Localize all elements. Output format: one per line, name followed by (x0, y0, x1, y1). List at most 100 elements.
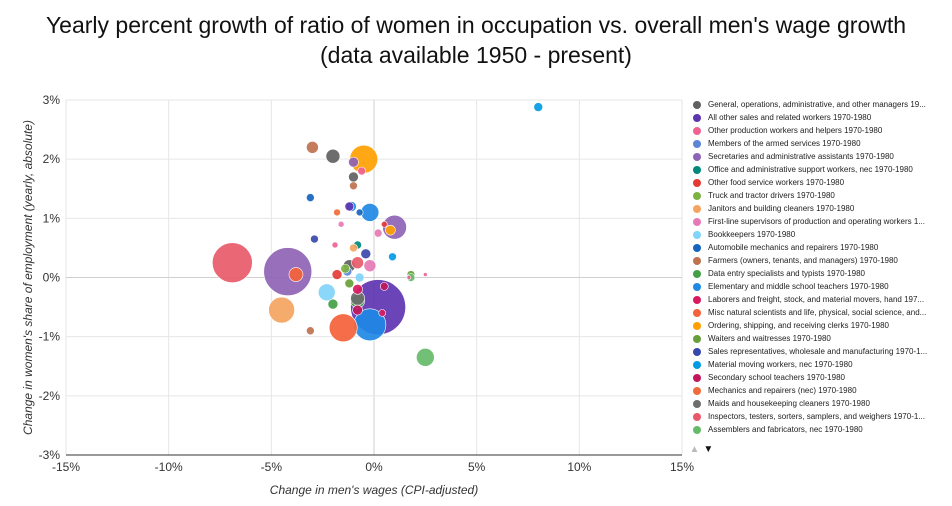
bubble-point[interactable] (306, 141, 319, 154)
legend-item[interactable]: Secondary school teachers 1970-1980 (693, 371, 933, 384)
legend-item[interactable]: Mechanics and repairers (nec) 1970-1980 (693, 384, 933, 397)
bubble-point[interactable] (325, 148, 341, 164)
legend-swatch (693, 399, 701, 408)
legend-label: Assemblers and fabricators, nec 1970-198… (708, 425, 863, 434)
legend-item[interactable]: All other sales and related workers 1970… (693, 111, 933, 124)
bubble-point[interactable] (331, 269, 343, 280)
legend-item[interactable]: Elementary and middle school teachers 19… (693, 280, 933, 293)
bubble-point[interactable] (333, 208, 341, 217)
legend-item[interactable]: Truck and tractor drivers 1970-1980 (693, 189, 933, 202)
bubble-point[interactable] (348, 171, 359, 183)
bubble-point[interactable] (352, 284, 363, 295)
bubble-point[interactable] (378, 309, 387, 317)
legend-item[interactable]: Office and administrative support worker… (693, 163, 933, 176)
bubble-point[interactable] (306, 193, 315, 202)
legend-item[interactable]: Ordering, shipping, and receiving clerks… (693, 319, 933, 332)
bubble-point[interactable] (351, 256, 364, 270)
legend-item[interactable]: Laborers and freight, stock, and materia… (693, 293, 933, 306)
bubble-point[interactable] (373, 228, 383, 238)
legend-item[interactable]: Inspectors, testers, sorters, samplers, … (693, 410, 933, 423)
bubble-point[interactable] (388, 252, 397, 262)
bubble-point[interactable] (379, 282, 389, 291)
legend-swatch (693, 295, 701, 304)
legend-label: Laborers and freight, stock, and materia… (708, 295, 925, 304)
bubble-point[interactable] (349, 181, 358, 191)
legend-label: Bookkeepers 1970-1980 (708, 230, 796, 239)
legend-item[interactable]: Bookkeepers 1970-1980 (693, 228, 933, 241)
bubble-point[interactable] (416, 348, 435, 367)
y-tick-label: 1% (43, 211, 61, 225)
bubble-point[interactable] (423, 272, 428, 277)
legend-item[interactable]: Secretaries and administrative assistant… (693, 150, 933, 163)
bubble-point[interactable] (349, 243, 358, 253)
bubble-point[interactable] (263, 247, 313, 296)
bubble-point[interactable] (352, 304, 363, 316)
bubble-point[interactable] (268, 296, 295, 324)
bubble-point[interactable] (328, 313, 358, 343)
legend-item[interactable]: Janitors and building cleaners 1970-1980 (693, 202, 933, 215)
y-tick-label: -2% (39, 389, 61, 403)
legend-item[interactable]: Data entry specialists and typists 1970-… (693, 267, 933, 280)
bubble-point[interactable] (331, 241, 339, 249)
bubble-point[interactable] (317, 283, 336, 302)
x-tick-label: 10% (567, 460, 591, 474)
legend-item[interactable]: First-line supervisors of production and… (693, 215, 933, 228)
legend-label: Members of the armed services 1970-1980 (708, 139, 861, 148)
bubble-point[interactable] (344, 278, 355, 289)
bubble-point[interactable] (348, 156, 359, 168)
bubble-point[interactable] (406, 275, 412, 280)
legend-item[interactable]: Material moving workers, nec 1970-1980 (693, 358, 933, 371)
legend-item[interactable]: Misc natural scientists and life, physic… (693, 306, 933, 319)
bubble-point[interactable] (327, 298, 339, 310)
bubble-point[interactable] (354, 272, 365, 283)
bubble-point[interactable] (310, 234, 319, 244)
legend-item[interactable]: Members of the armed services 1970-1980 (693, 137, 933, 150)
legend-swatch (693, 373, 701, 382)
bubble-point[interactable] (363, 259, 377, 272)
legend-item[interactable]: Other food service workers 1970-1980 (693, 176, 933, 189)
legend-label: Truck and tractor drivers 1970-1980 (708, 191, 835, 200)
bubble-point[interactable] (380, 220, 388, 228)
bubble-point[interactable] (344, 201, 355, 212)
bubble-point[interactable] (357, 166, 366, 176)
chart-title-line2: (data available 1950 - present) (320, 42, 632, 68)
bubble-point[interactable] (212, 242, 253, 284)
bubble-point[interactable] (340, 263, 351, 274)
bubble-point[interactable] (533, 102, 544, 112)
legend-item[interactable]: Other production workers and helpers 197… (693, 124, 933, 137)
chart-title: Yearly percent growth of ratio of women … (0, 10, 952, 70)
bubble-point[interactable] (360, 248, 372, 260)
x-tick-label: -5% (261, 460, 283, 474)
legend-label: Janitors and building cleaners 1970-1980 (708, 204, 855, 213)
legend-item[interactable]: Maids and housekeeping cleaners 1970-198… (693, 397, 933, 410)
bubble-point[interactable] (360, 203, 380, 222)
legend-swatch (693, 360, 701, 369)
bubble-point[interactable] (306, 326, 315, 336)
legend-item[interactable]: General, operations, administrative, and… (693, 98, 933, 111)
tick-labels: -15% -10% -5% 0% 5% 10% 15% 3% 2% 1% 0% -1% -2% -3% (39, 93, 695, 474)
legend-item[interactable]: Sales representatives, wholesale and man… (693, 345, 933, 358)
x-axis-title: Change in men's wages (CPI-adjusted) (270, 483, 478, 497)
legend-swatch (693, 139, 701, 148)
legend-item[interactable]: Waiters and waitresses 1970-1980 (693, 332, 933, 345)
y-tick-label: -3% (39, 448, 61, 462)
legend-label: Maids and housekeeping cleaners 1970-198… (708, 399, 870, 408)
legend-item[interactable]: Assemblers and fabricators, nec 1970-198… (693, 423, 933, 436)
x-tick-label: 5% (468, 460, 486, 474)
triangle-up-icon[interactable]: ▲ (689, 444, 700, 455)
x-tick-label: 0% (365, 460, 383, 474)
y-tick-label: 0% (43, 271, 61, 285)
bubble-point[interactable] (337, 220, 345, 228)
bubble-point[interactable] (355, 208, 364, 217)
bubble-point[interactable] (385, 224, 396, 236)
bubble-point[interactable] (288, 267, 304, 282)
legend-label: Waiters and waitresses 1970-1980 (708, 334, 831, 343)
legend-label: Automobile mechanics and repairers 1970-… (708, 243, 879, 252)
triangle-down-icon[interactable]: ▼ (703, 444, 714, 455)
legend: General, operations, administrative, and… (693, 98, 933, 436)
y-tick-label: -1% (39, 330, 61, 344)
legend-item[interactable]: Automobile mechanics and repairers 1970-… (693, 241, 933, 254)
legend-item[interactable]: Farmers (owners, tenants, and managers) … (693, 254, 933, 267)
legend-label: General, operations, administrative, and… (708, 100, 926, 109)
legend-label: Secretaries and administrative assistant… (708, 152, 894, 161)
